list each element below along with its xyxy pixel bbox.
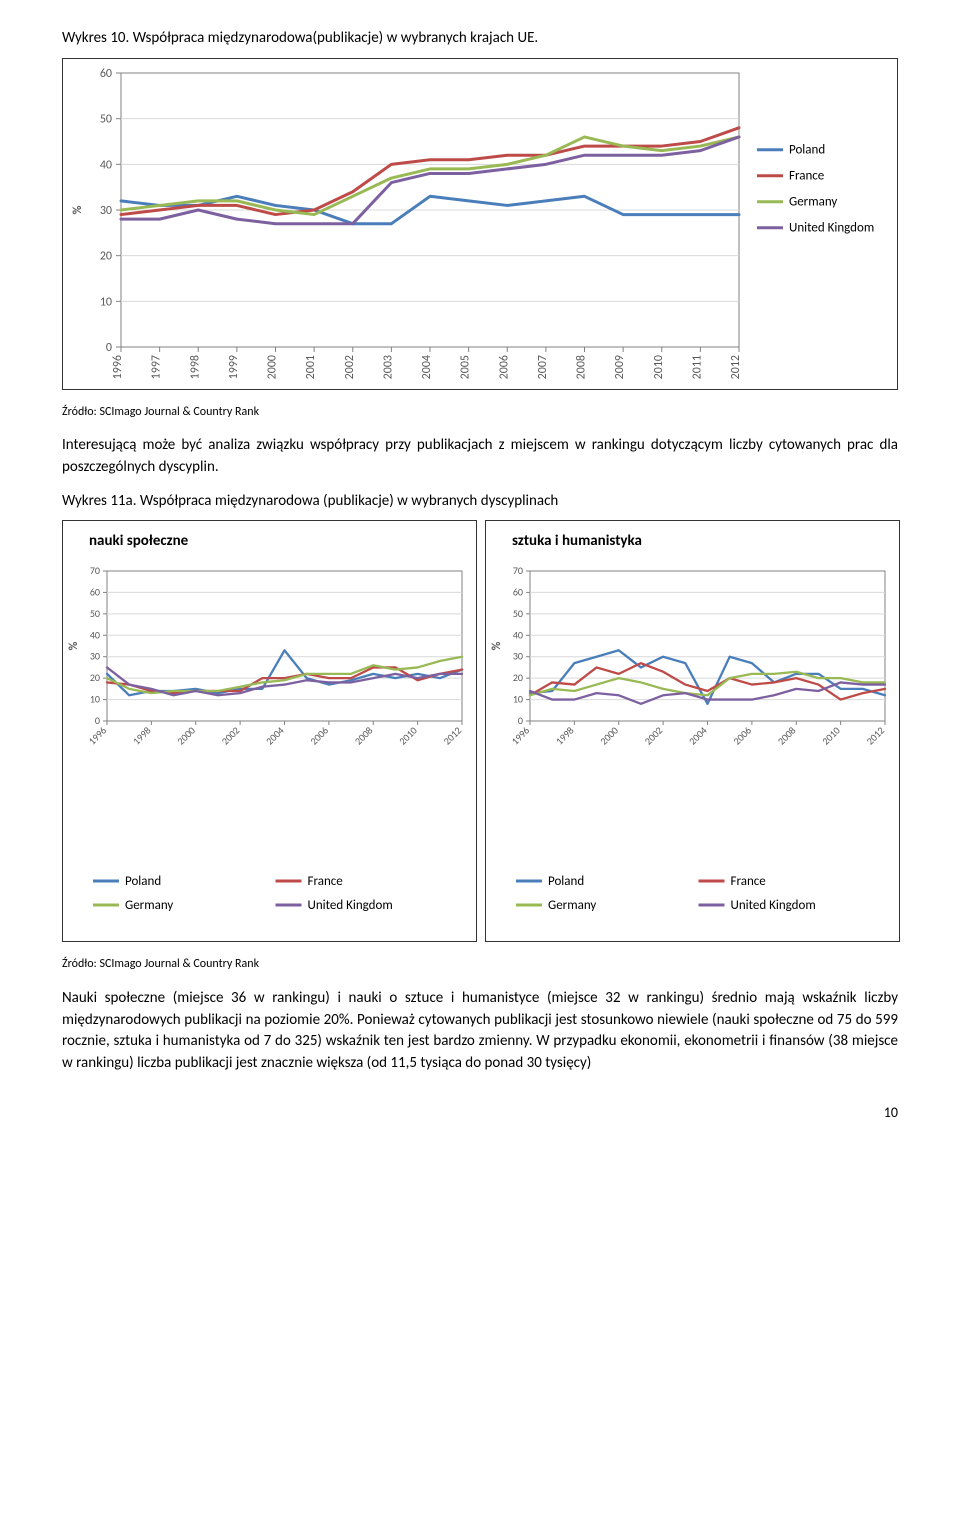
- figure-caption-10: Wykres 10. Współpraca międzynarodowa(pub…: [62, 28, 898, 50]
- svg-text:70: 70: [513, 564, 523, 577]
- chart-11a-left-box: nauki społeczne010203040506070%199619982…: [62, 520, 477, 942]
- svg-text:40: 40: [90, 629, 100, 642]
- chart-11a-right-svg: sztuka i humanistyka010203040506070%1996…: [486, 521, 899, 941]
- svg-text:2002: 2002: [343, 355, 357, 379]
- svg-text:2012: 2012: [729, 355, 743, 379]
- svg-text:2006: 2006: [307, 724, 331, 748]
- figure-caption-11a: Wykres 11a. Współpraca międzynarodowa (p…: [62, 491, 898, 513]
- svg-text:30: 30: [90, 650, 100, 663]
- svg-text:1996: 1996: [86, 724, 110, 748]
- svg-text:sztuka i humanistyka: sztuka i humanistyka: [512, 532, 642, 550]
- svg-text:2010: 2010: [396, 724, 420, 748]
- svg-text:%: %: [490, 642, 504, 651]
- svg-text:20: 20: [100, 249, 112, 263]
- svg-text:2000: 2000: [174, 724, 198, 748]
- svg-text:2008: 2008: [575, 355, 589, 379]
- svg-text:2001: 2001: [304, 355, 318, 379]
- svg-text:40: 40: [513, 629, 523, 642]
- svg-text:10: 10: [100, 295, 112, 309]
- svg-text:1998: 1998: [130, 724, 154, 748]
- chart-10-svg: 0 10 20 30 40 50 60 1996 1997 1998 1999 2000 2001 200…: [63, 59, 897, 389]
- svg-text:20: 20: [90, 672, 100, 685]
- svg-text:2012: 2012: [864, 724, 888, 748]
- svg-text:1999: 1999: [227, 355, 241, 379]
- svg-text:60: 60: [100, 67, 112, 81]
- chart-11a-row: nauki społeczne010203040506070%199619982…: [62, 520, 898, 942]
- svg-text:30: 30: [100, 204, 112, 218]
- svg-text:%: %: [71, 205, 85, 214]
- svg-text:70: 70: [90, 564, 100, 577]
- svg-text:20: 20: [513, 672, 523, 685]
- chart-10-box: 0 10 20 30 40 50 60 1996 1997 1998 1999 2000 2001 200…: [62, 58, 898, 390]
- svg-text:Poland: Poland: [125, 874, 161, 889]
- svg-text:United Kingdom: United Kingdom: [789, 220, 874, 235]
- svg-text:2012: 2012: [441, 724, 465, 748]
- svg-text:2008: 2008: [352, 724, 376, 748]
- svg-text:Germany: Germany: [125, 898, 173, 913]
- svg-text:2009: 2009: [613, 355, 627, 379]
- svg-text:2006: 2006: [497, 355, 511, 379]
- svg-text:Germany: Germany: [789, 194, 837, 209]
- svg-text:30: 30: [513, 650, 523, 663]
- svg-text:0: 0: [106, 341, 112, 355]
- svg-text:2004: 2004: [686, 724, 710, 748]
- svg-text:2000: 2000: [597, 724, 621, 748]
- svg-text:France: France: [789, 168, 824, 183]
- svg-text:2010: 2010: [652, 355, 666, 379]
- svg-text:France: France: [731, 874, 766, 889]
- svg-text:1996: 1996: [509, 724, 533, 748]
- svg-text:2011: 2011: [690, 355, 704, 379]
- svg-text:2004: 2004: [420, 355, 434, 379]
- svg-text:2006: 2006: [730, 724, 754, 748]
- svg-text:Poland: Poland: [789, 142, 825, 157]
- svg-text:1997: 1997: [150, 355, 164, 379]
- source-1: Źródło: SCImago Journal & Country Rank: [62, 404, 898, 421]
- svg-text:2007: 2007: [536, 355, 550, 379]
- page-number: 10: [62, 1103, 898, 1123]
- svg-text:2002: 2002: [219, 724, 243, 748]
- svg-text:United Kingdom: United Kingdom: [731, 898, 816, 913]
- svg-text:France: France: [308, 874, 343, 889]
- svg-text:2005: 2005: [459, 355, 473, 379]
- svg-text:2000: 2000: [266, 355, 280, 379]
- svg-text:50: 50: [90, 607, 100, 620]
- chart-11a-left-svg: nauki społeczne010203040506070%199619982…: [63, 521, 476, 941]
- svg-text:1998: 1998: [553, 724, 577, 748]
- svg-text:50: 50: [513, 607, 523, 620]
- svg-text:2004: 2004: [263, 724, 287, 748]
- svg-text:1996: 1996: [111, 355, 125, 379]
- svg-text:2008: 2008: [775, 724, 799, 748]
- svg-text:40: 40: [100, 158, 112, 172]
- svg-text:United Kingdom: United Kingdom: [308, 898, 393, 913]
- svg-text:2003: 2003: [381, 355, 395, 379]
- paragraph-2: Nauki społeczne (miejsce 36 w rankingu) …: [62, 988, 898, 1075]
- svg-text:Germany: Germany: [548, 898, 596, 913]
- svg-text:1998: 1998: [188, 355, 202, 379]
- svg-text:Poland: Poland: [548, 874, 584, 889]
- svg-text:60: 60: [90, 586, 100, 599]
- svg-text:10: 10: [513, 693, 523, 706]
- svg-text:%: %: [67, 642, 81, 651]
- svg-text:10: 10: [90, 693, 100, 706]
- svg-text:50: 50: [100, 112, 112, 126]
- chart-11a-right-box: sztuka i humanistyka010203040506070%1996…: [485, 520, 900, 942]
- svg-text:2002: 2002: [642, 724, 666, 748]
- svg-text:nauki społeczne: nauki społeczne: [89, 532, 189, 550]
- svg-text:60: 60: [513, 586, 523, 599]
- svg-text:2010: 2010: [819, 724, 843, 748]
- paragraph-1: Interesującą może być analiza związku ws…: [62, 435, 898, 479]
- source-2: Źródło: SCImago Journal & Country Rank: [62, 956, 898, 973]
